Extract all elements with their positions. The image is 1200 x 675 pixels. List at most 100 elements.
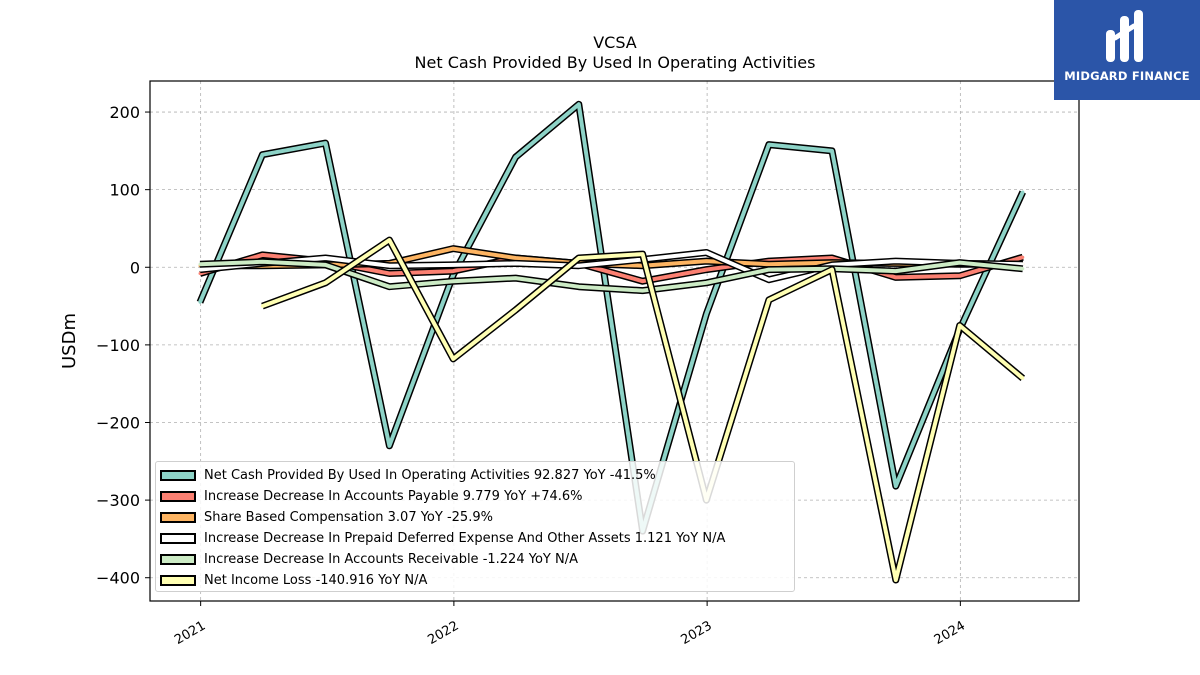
data-point bbox=[260, 253, 264, 257]
data-point bbox=[704, 259, 708, 263]
y-axis-label: USDm bbox=[59, 313, 80, 369]
legend-swatch-accounts-receivable bbox=[160, 554, 196, 565]
legend-swatch-operating-cash bbox=[160, 470, 196, 481]
data-point bbox=[387, 264, 391, 268]
data-point bbox=[1021, 190, 1025, 194]
legend-label: Net Income Loss -140.916 YoY N/A bbox=[204, 573, 428, 588]
data-point bbox=[704, 268, 708, 272]
data-point bbox=[577, 285, 581, 289]
data-point bbox=[324, 141, 327, 145]
data-point bbox=[767, 262, 771, 266]
legend-label: Net Cash Provided By Used In Operating A… bbox=[204, 468, 656, 483]
x-tick-label: 2021 bbox=[172, 618, 208, 648]
data-point bbox=[260, 153, 264, 157]
data-point bbox=[451, 247, 455, 251]
data-point bbox=[1021, 267, 1025, 271]
x-tick-label: 2023 bbox=[679, 618, 715, 648]
data-point bbox=[958, 274, 962, 278]
legend-swatch-accounts-payable bbox=[160, 491, 196, 502]
x-tick-label: 2022 bbox=[425, 618, 461, 648]
brand-logo: MIDGARD FINANCE bbox=[1054, 0, 1200, 100]
series-layer bbox=[196, 100, 1026, 584]
data-point bbox=[324, 263, 327, 267]
data-point bbox=[451, 279, 455, 283]
data-point bbox=[577, 256, 581, 260]
data-point bbox=[577, 264, 581, 268]
data-point bbox=[324, 256, 327, 260]
data-point bbox=[514, 261, 518, 265]
logo-mark-icon bbox=[1106, 10, 1143, 62]
data-point bbox=[894, 275, 898, 279]
chart-title: VCSA bbox=[593, 33, 637, 52]
x-tick-label: 2024 bbox=[932, 618, 968, 648]
data-point bbox=[514, 276, 518, 280]
data-point bbox=[767, 143, 771, 147]
legend-item-accounts-payable: Increase Decrease In Accounts Payable 9.… bbox=[160, 486, 794, 507]
data-point bbox=[198, 268, 202, 272]
data-point bbox=[958, 261, 962, 265]
data-point bbox=[767, 268, 771, 272]
data-point bbox=[451, 263, 455, 267]
data-point bbox=[514, 256, 518, 260]
legend-label: Increase Decrease In Accounts Payable 9.… bbox=[204, 489, 583, 504]
data-point bbox=[324, 281, 327, 285]
data-point bbox=[260, 260, 264, 264]
data-point bbox=[514, 308, 518, 312]
data-point bbox=[894, 259, 898, 263]
legend-item-net-income: Net Income Loss -140.916 YoY N/A bbox=[160, 570, 794, 591]
y-tick-label: −400 bbox=[96, 569, 140, 588]
data-point bbox=[451, 269, 455, 273]
data-point bbox=[830, 149, 834, 153]
y-axis: 200 100 0 −100 −200 −300 −400 bbox=[96, 103, 150, 588]
x-axis: 2021 2022 2023 2024 bbox=[172, 601, 968, 648]
data-point bbox=[704, 312, 708, 316]
legend-swatch-net-income bbox=[160, 575, 196, 586]
y-tick-label: 100 bbox=[109, 181, 140, 200]
data-point bbox=[894, 578, 898, 582]
data-point bbox=[830, 256, 834, 260]
data-point bbox=[451, 357, 455, 361]
data-point bbox=[198, 300, 202, 304]
legend-label: Increase Decrease In Prepaid Deferred Ex… bbox=[204, 531, 726, 546]
data-point bbox=[767, 278, 771, 282]
y-tick-label: −300 bbox=[96, 491, 140, 510]
data-point bbox=[1021, 262, 1025, 266]
legend-swatch-prepaid-expense bbox=[160, 533, 196, 544]
legend-item-share-based-compensation: Share Based Compensation 3.07 YoY -25.9% bbox=[160, 507, 794, 528]
data-point bbox=[387, 272, 391, 275]
y-tick-label: −100 bbox=[96, 336, 140, 355]
y-tick-label: −200 bbox=[96, 413, 140, 432]
data-point bbox=[1021, 255, 1025, 259]
legend: Net Cash Provided By Used In Operating A… bbox=[155, 461, 795, 592]
data-point bbox=[514, 155, 518, 159]
data-point bbox=[260, 304, 264, 308]
data-point bbox=[387, 444, 391, 448]
data-point bbox=[767, 298, 771, 302]
data-point bbox=[704, 281, 708, 285]
data-point bbox=[641, 289, 645, 293]
legend-item-operating-cash: Net Cash Provided By Used In Operating A… bbox=[160, 465, 794, 486]
logo-text: MIDGARD FINANCE bbox=[1064, 69, 1190, 83]
data-point bbox=[387, 238, 391, 242]
data-point bbox=[577, 102, 581, 106]
plot-frame bbox=[149, 80, 1080, 602]
series-line-4 bbox=[199, 259, 1023, 293]
data-point bbox=[894, 484, 898, 488]
data-point bbox=[958, 324, 962, 327]
data-point bbox=[387, 285, 391, 289]
data-point bbox=[1021, 376, 1025, 380]
chart-subtitle: Net Cash Provided By Used In Operating A… bbox=[415, 53, 816, 72]
data-point bbox=[641, 252, 645, 256]
data-point bbox=[704, 251, 708, 254]
data-point bbox=[641, 279, 645, 283]
data-point bbox=[894, 269, 898, 273]
legend-swatch-share-based-compensation bbox=[160, 512, 196, 523]
legend-item-accounts-receivable: Increase Decrease In Accounts Receivable… bbox=[160, 549, 794, 570]
legend-item-prepaid-expense: Increase Decrease In Prepaid Deferred Ex… bbox=[160, 528, 794, 549]
y-tick-label: 0 bbox=[130, 258, 140, 277]
data-point bbox=[830, 268, 834, 272]
series-line-3 bbox=[199, 250, 1023, 282]
series-line-0 bbox=[198, 102, 1025, 534]
legend-label: Increase Decrease In Accounts Receivable… bbox=[204, 552, 578, 567]
